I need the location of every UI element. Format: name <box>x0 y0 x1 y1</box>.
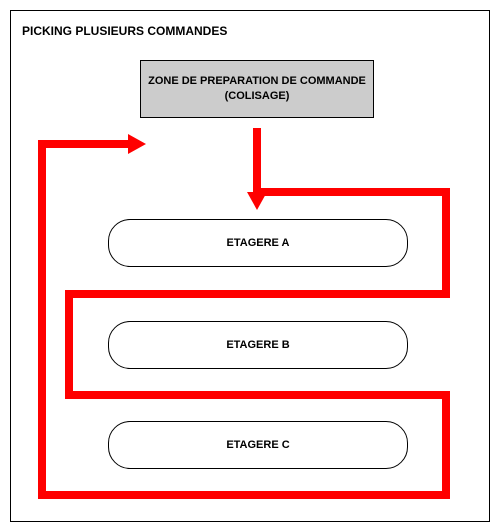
zone-label-line2: (COLISAGE) <box>225 90 290 102</box>
shelf-c-box: ETAGERE C <box>108 421 408 469</box>
shelf-b-box: ETAGERE B <box>108 321 408 369</box>
page-title: PICKING PLUSIEURS COMMANDES <box>22 24 227 38</box>
shelf-a-label: ETAGERE A <box>227 237 290 249</box>
shelf-b-label: ETAGERE B <box>226 339 289 351</box>
zone-label-line1: ZONE DE PREPARATION DE COMMANDE <box>148 75 366 87</box>
diagram-canvas: PICKING PLUSIEURS COMMANDES ZONE DE PREP… <box>0 0 500 532</box>
shelf-a-box: ETAGERE A <box>108 219 408 267</box>
shelf-c-label: ETAGERE C <box>226 439 289 451</box>
zone-preparation-box: ZONE DE PREPARATION DE COMMANDE (COLISAG… <box>140 60 374 118</box>
